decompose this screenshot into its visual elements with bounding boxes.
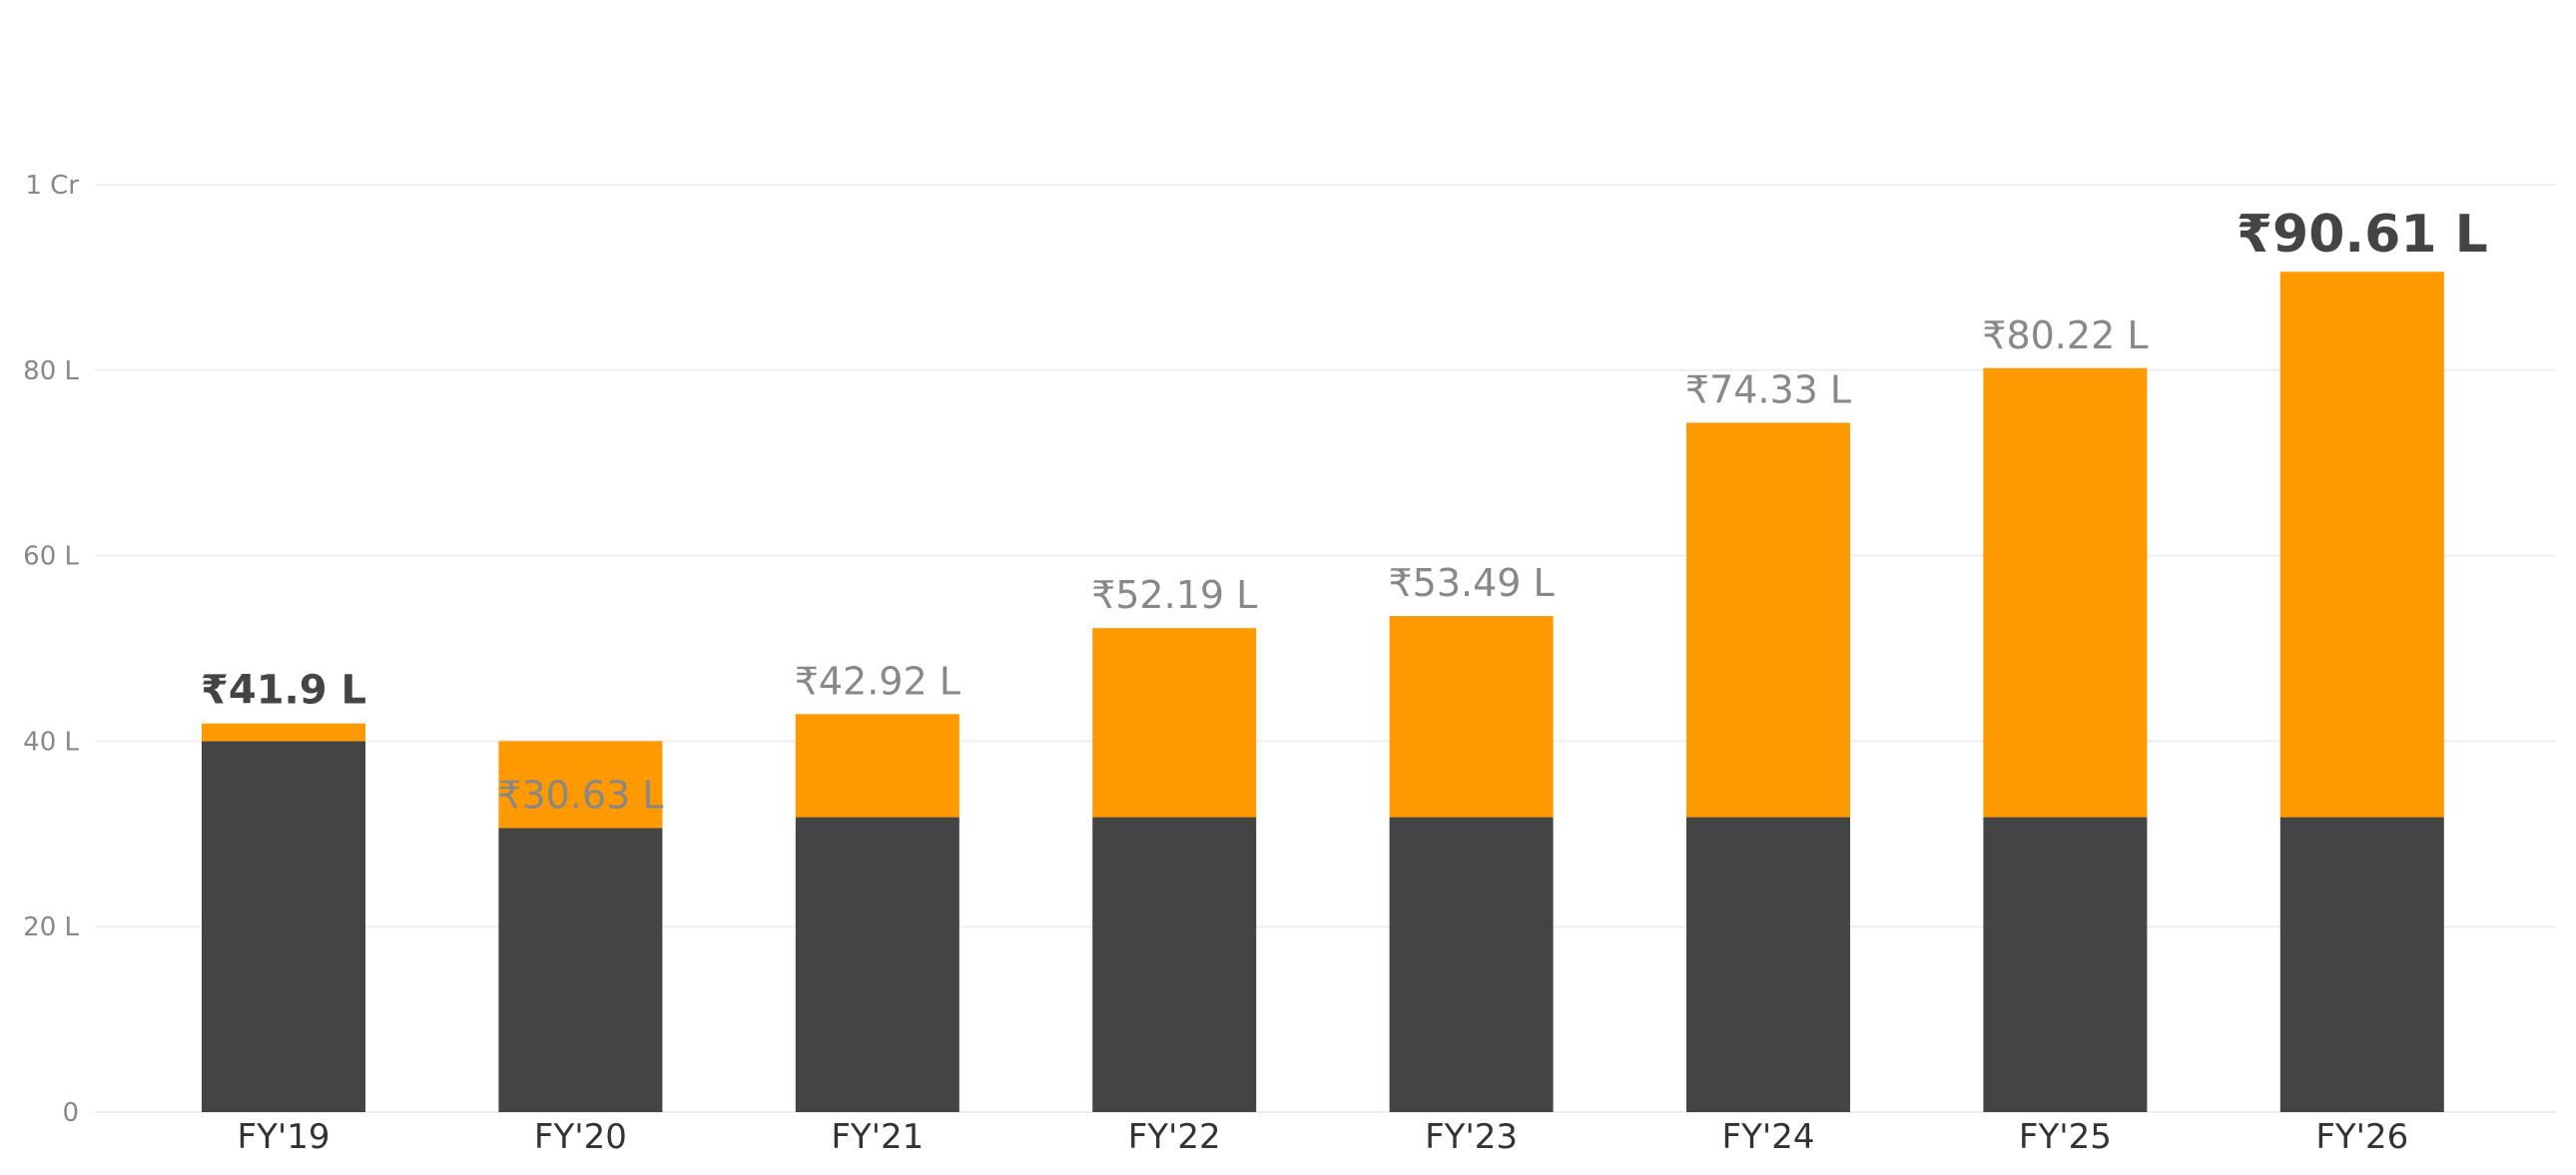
x-tick-label: FY'24	[1722, 1117, 1815, 1157]
x-tick-label: FY'21	[831, 1117, 924, 1157]
x-tick-label: FY'26	[2315, 1117, 2408, 1157]
bar-top-segment	[1983, 367, 2148, 818]
y-tick-label: 20 L	[23, 912, 79, 942]
data-label: ₹52.19 L	[1091, 573, 1257, 617]
y-tick-label: 40 L	[23, 727, 79, 757]
x-tick-label: FY'19	[238, 1117, 330, 1157]
bar-base-segment	[202, 741, 365, 1112]
x-tick-label: FY'25	[2019, 1117, 2112, 1157]
x-tick-label: FY'23	[1425, 1117, 1518, 1157]
bar-base-segment	[1389, 817, 1554, 1112]
data-label: ₹90.61 L	[2237, 205, 2488, 265]
data-label: ₹74.33 L	[1685, 367, 1851, 411]
data-label: ₹80.22 L	[1982, 313, 2148, 357]
y-tick-label: 60 L	[23, 542, 79, 572]
x-tick-label: FY'22	[1128, 1117, 1221, 1157]
data-label: ₹30.63 L	[497, 773, 663, 817]
bar-top-segment	[1092, 628, 1257, 818]
bar-base-segment	[1686, 817, 1850, 1112]
data-labels: ₹41.9 L ₹30.63 L ₹42.92 L ₹52.19 L ₹53.49 L ₹…	[201, 205, 2488, 817]
bar-top-segment	[2279, 272, 2444, 818]
bar-base-segment	[1092, 817, 1257, 1112]
gridlines	[95, 184, 2556, 1113]
bar-base-segment	[498, 828, 663, 1112]
bar-top-segment	[1389, 616, 1554, 818]
data-label: ₹53.49 L	[1388, 561, 1554, 605]
bar-top-segment	[1686, 422, 1850, 818]
data-label: ₹41.9 L	[201, 668, 366, 714]
x-tick-label: FY'20	[534, 1117, 627, 1157]
bar-top-segment	[202, 723, 365, 742]
y-tick-label: 80 L	[23, 356, 79, 386]
x-axis: FY'19 FY'20 FY'21 FY'22 FY'23 FY'24 FY'25 FY'26	[238, 1117, 2409, 1157]
bar-top-segment	[498, 741, 663, 829]
bars	[202, 272, 2444, 1112]
y-tick-label: 0	[62, 1098, 79, 1128]
bar-base-segment	[2279, 817, 2444, 1112]
bar-top-segment	[795, 714, 960, 818]
bar-base-segment	[795, 817, 960, 1112]
y-axis: 0 20 L 40 L 60 L 80 L 1 Cr	[23, 171, 79, 1128]
data-label: ₹42.92 L	[795, 659, 961, 703]
y-tick-label: 1 Cr	[25, 171, 79, 201]
bar-base-segment	[1983, 817, 2148, 1112]
